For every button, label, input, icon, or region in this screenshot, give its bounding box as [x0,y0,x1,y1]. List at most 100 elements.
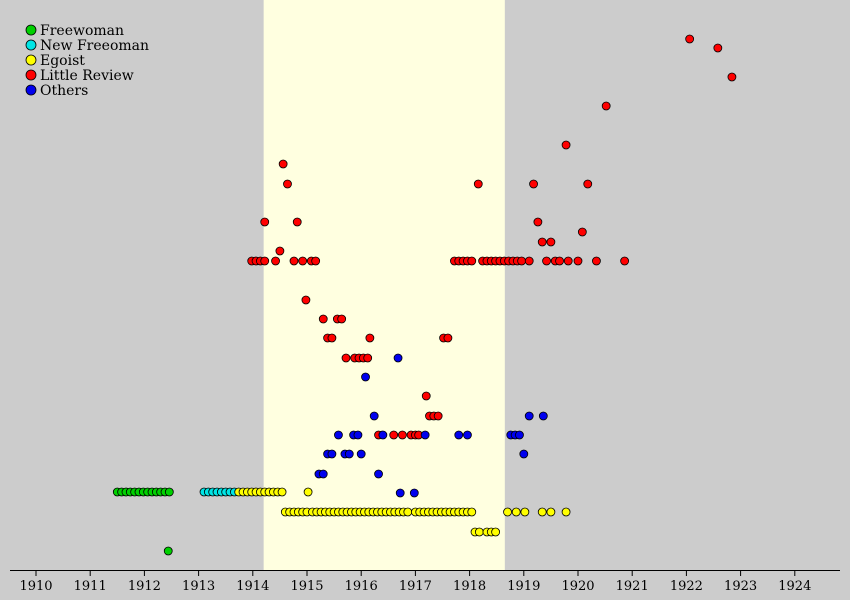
data-point [533,217,543,227]
data-point [164,487,174,497]
legend-marker [25,84,37,96]
data-point [334,430,343,440]
data-point [277,487,287,497]
data-point [620,256,630,266]
data-point [577,227,587,237]
data-point [395,488,405,498]
highlight-band [263,0,505,570]
data-point [361,372,370,382]
data-point [503,507,512,517]
data-point [555,256,564,266]
legend-label: Egoist [40,53,85,69]
x-tick-label: 1918 [453,579,486,594]
data-point [519,449,529,459]
data-point [583,179,593,189]
legend-marker [25,69,37,81]
data-point [365,333,375,343]
data-point [474,527,484,537]
data-point [727,72,737,82]
data-point [561,140,571,150]
data-point [491,527,501,537]
x-axis-ticks: 1910 1911 1912 1913 1914 1915 1916 1917 1918 1919… [19,571,811,594]
data-point [278,159,288,169]
legend-label: New Freeoman [40,38,149,54]
x-tick-label: 1911 [74,579,107,594]
x-tick-label: 1914 [236,579,269,594]
data-point [283,179,292,189]
data-point [546,237,556,247]
data-point [517,256,527,266]
data-point [409,488,419,498]
data-point [292,217,302,227]
data-point [538,411,548,421]
x-tick-label: 1916 [345,579,378,594]
data-point [327,449,337,459]
data-point [511,507,521,517]
data-point [260,217,270,227]
x-tick-label: 1913 [182,579,215,594]
data-point [537,507,547,517]
data-point [301,295,311,305]
x-tick-label: 1919 [507,579,540,594]
x-tick-label: 1910 [19,579,52,594]
data-point [592,256,601,266]
data-point [601,101,611,111]
data-point [529,179,538,189]
data-point [463,430,472,440]
data-point [561,507,571,517]
data-point [546,507,556,517]
data-point [318,314,328,324]
data-point [573,256,583,266]
data-point [318,469,328,479]
data-point [467,507,477,517]
legend-label: Freewoman [40,23,124,39]
data-point [389,430,399,440]
data-point [378,430,388,440]
data-point [344,449,354,459]
data-point [454,430,464,440]
data-points [112,34,737,556]
x-tick-label: 1920 [561,579,594,594]
data-point [327,333,337,343]
legend-marker [25,24,37,36]
x-tick-label: 1912 [128,579,161,594]
data-point [289,256,299,266]
legend-label: Little Review [40,68,134,84]
data-point [420,430,430,440]
x-tick-label: 1921 [616,579,649,594]
data-point [433,411,443,421]
data-point [467,256,477,266]
legend-marker [25,54,37,66]
data-point [520,507,530,517]
legend-marker [25,39,37,51]
data-point [524,411,534,421]
data-point [685,34,695,44]
data-point [524,256,534,266]
data-point [260,256,270,266]
data-point [397,430,407,440]
data-point [163,546,173,556]
x-tick-label: 1924 [778,579,811,594]
data-point [542,256,551,266]
data-point [271,256,280,266]
data-point [363,353,373,363]
data-point [374,469,383,479]
data-point [713,43,723,53]
data-point [403,507,413,517]
x-tick-label: 1917 [399,579,432,594]
data-point [563,256,573,266]
data-point [356,449,366,459]
legend-label: Others [40,83,88,99]
x-tick-label: 1923 [724,579,757,594]
data-point [337,314,347,324]
data-point [473,179,483,189]
data-point [537,237,547,247]
data-point [353,430,363,440]
data-point [298,256,308,266]
data-point [275,246,285,256]
data-point [515,430,524,440]
data-point [443,333,453,343]
data-point [341,353,351,363]
